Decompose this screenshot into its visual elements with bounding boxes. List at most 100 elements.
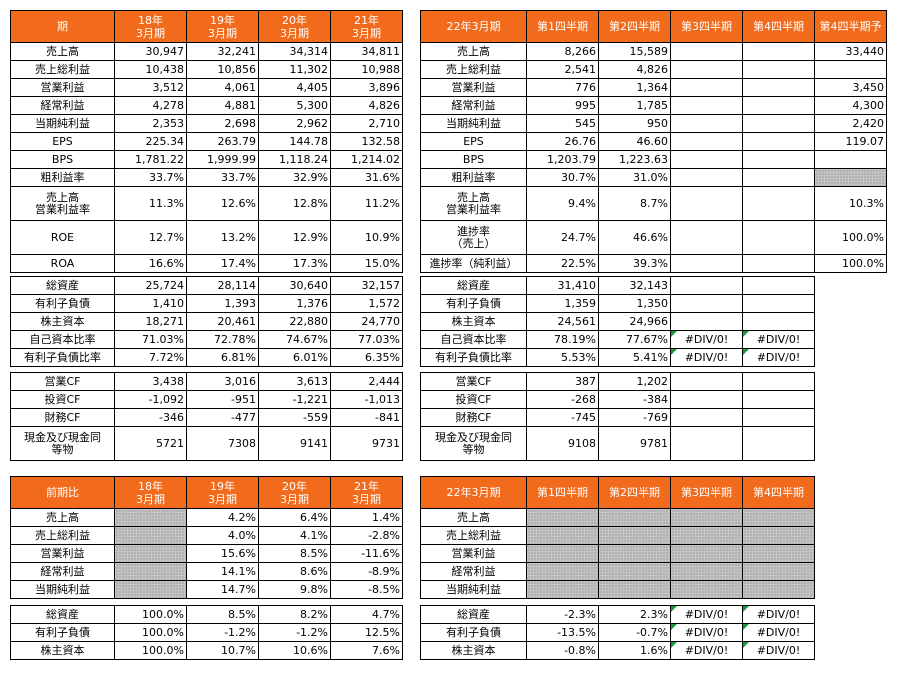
value-cell[interactable]: 1,781.22 (114, 150, 187, 169)
value-cell[interactable]: 4,405 (258, 78, 331, 97)
value-cell[interactable]: 15.0% (330, 254, 403, 273)
value-cell[interactable] (742, 276, 815, 295)
value-cell[interactable]: 24.7% (526, 220, 599, 255)
row-label[interactable]: 進捗率（純利益） (420, 254, 527, 273)
value-cell[interactable]: 11,302 (258, 60, 331, 79)
value-cell[interactable]: 100.0% (114, 623, 187, 642)
value-cell[interactable]: 12.5% (330, 623, 403, 642)
value-cell[interactable]: 1,393 (186, 294, 259, 313)
value-cell[interactable]: 28,114 (186, 276, 259, 295)
value-cell[interactable]: 31,410 (526, 276, 599, 295)
value-cell[interactable] (670, 132, 743, 151)
value-cell[interactable]: 8.5% (258, 544, 331, 563)
value-cell[interactable]: 34,314 (258, 42, 331, 61)
value-cell[interactable] (670, 426, 743, 461)
value-cell[interactable] (598, 580, 671, 599)
row-label[interactable]: 売上高 営業利益率 (10, 186, 115, 221)
value-cell[interactable]: -0.7% (598, 623, 671, 642)
value-cell[interactable] (670, 150, 743, 169)
row-label[interactable]: EPS (10, 132, 115, 151)
value-cell[interactable]: 9781 (598, 426, 671, 461)
value-cell[interactable] (670, 78, 743, 97)
value-cell[interactable]: 8,266 (526, 42, 599, 61)
value-cell[interactable]: 18,271 (114, 312, 187, 331)
value-cell[interactable]: 100.0% (814, 254, 887, 273)
value-cell[interactable]: 33.7% (186, 168, 259, 187)
value-cell[interactable]: 24,561 (526, 312, 599, 331)
value-cell[interactable]: 32,143 (598, 276, 671, 295)
error-cell[interactable]: #DIV/0! (670, 605, 743, 624)
value-cell[interactable]: 3,450 (814, 78, 887, 97)
value-cell[interactable]: 1,376 (258, 294, 331, 313)
value-cell[interactable]: 1,350 (598, 294, 671, 313)
value-cell[interactable]: 71.03% (114, 330, 187, 349)
column-header[interactable]: 20年 3月期 (258, 476, 331, 509)
value-cell[interactable]: -745 (526, 408, 599, 427)
row-label[interactable]: 営業CF (10, 372, 115, 391)
value-cell[interactable]: 100.0% (114, 641, 187, 660)
value-cell[interactable]: 10.9% (330, 220, 403, 255)
value-cell[interactable]: 8.5% (186, 605, 259, 624)
row-label[interactable]: ROA (10, 254, 115, 273)
value-cell[interactable]: 7.6% (330, 641, 403, 660)
value-cell[interactable]: 5.53% (526, 348, 599, 367)
value-cell[interactable]: 7.72% (114, 348, 187, 367)
value-cell[interactable]: 132.58 (330, 132, 403, 151)
column-header[interactable]: 第2四半期 (598, 476, 671, 509)
value-cell[interactable]: 1,223.63 (598, 150, 671, 169)
value-cell[interactable]: -13.5% (526, 623, 599, 642)
value-cell[interactable] (526, 526, 599, 545)
row-label[interactable]: 財務CF (10, 408, 115, 427)
column-header[interactable]: 前期比 (10, 476, 115, 509)
value-cell[interactable]: -346 (114, 408, 187, 427)
column-header[interactable]: 第4四半期 (742, 10, 815, 43)
value-cell[interactable]: 10.7% (186, 641, 259, 660)
value-cell[interactable]: 4,278 (114, 96, 187, 115)
value-cell[interactable]: 3,896 (330, 78, 403, 97)
row-label[interactable]: 当期純利益 (10, 580, 115, 599)
row-label[interactable]: BPS (420, 150, 527, 169)
value-cell[interactable]: 22.5% (526, 254, 599, 273)
value-cell[interactable]: -477 (186, 408, 259, 427)
value-cell[interactable] (742, 78, 815, 97)
value-cell[interactable] (114, 526, 187, 545)
value-cell[interactable]: 1,364 (598, 78, 671, 97)
value-cell[interactable] (526, 580, 599, 599)
value-cell[interactable]: 387 (526, 372, 599, 391)
value-cell[interactable]: -1.2% (186, 623, 259, 642)
value-cell[interactable]: -1,013 (330, 390, 403, 409)
error-cell[interactable]: #DIV/0! (670, 641, 743, 660)
value-cell[interactable]: 1,203.79 (526, 150, 599, 169)
value-cell[interactable] (114, 580, 187, 599)
error-cell[interactable]: #DIV/0! (670, 348, 743, 367)
row-label[interactable]: 営業利益 (10, 544, 115, 563)
value-cell[interactable]: 5.41% (598, 348, 671, 367)
value-cell[interactable]: 10,988 (330, 60, 403, 79)
value-cell[interactable]: 30.7% (526, 168, 599, 187)
value-cell[interactable]: 263.79 (186, 132, 259, 151)
value-cell[interactable]: 1.4% (330, 508, 403, 527)
value-cell[interactable] (742, 562, 815, 581)
value-cell[interactable]: 30,947 (114, 42, 187, 61)
value-cell[interactable]: 9731 (330, 426, 403, 461)
value-cell[interactable] (670, 562, 743, 581)
column-header[interactable]: 21年 3月期 (330, 10, 403, 43)
value-cell[interactable]: 3,613 (258, 372, 331, 391)
error-cell[interactable]: #DIV/0! (742, 641, 815, 660)
value-cell[interactable]: -268 (526, 390, 599, 409)
value-cell[interactable]: 15,589 (598, 42, 671, 61)
value-cell[interactable]: 1,214.02 (330, 150, 403, 169)
value-cell[interactable]: 20,461 (186, 312, 259, 331)
value-cell[interactable] (670, 372, 743, 391)
column-header[interactable]: 18年 3月期 (114, 10, 187, 43)
value-cell[interactable] (742, 150, 815, 169)
value-cell[interactable]: 2,444 (330, 372, 403, 391)
value-cell[interactable]: -2.3% (526, 605, 599, 624)
value-cell[interactable]: 4.1% (258, 526, 331, 545)
value-cell[interactable] (742, 220, 815, 255)
value-cell[interactable]: 10,856 (186, 60, 259, 79)
value-cell[interactable]: 34,811 (330, 42, 403, 61)
value-cell[interactable]: 8.6% (258, 562, 331, 581)
value-cell[interactable]: 11.2% (330, 186, 403, 221)
column-header[interactable]: 19年 3月期 (186, 476, 259, 509)
